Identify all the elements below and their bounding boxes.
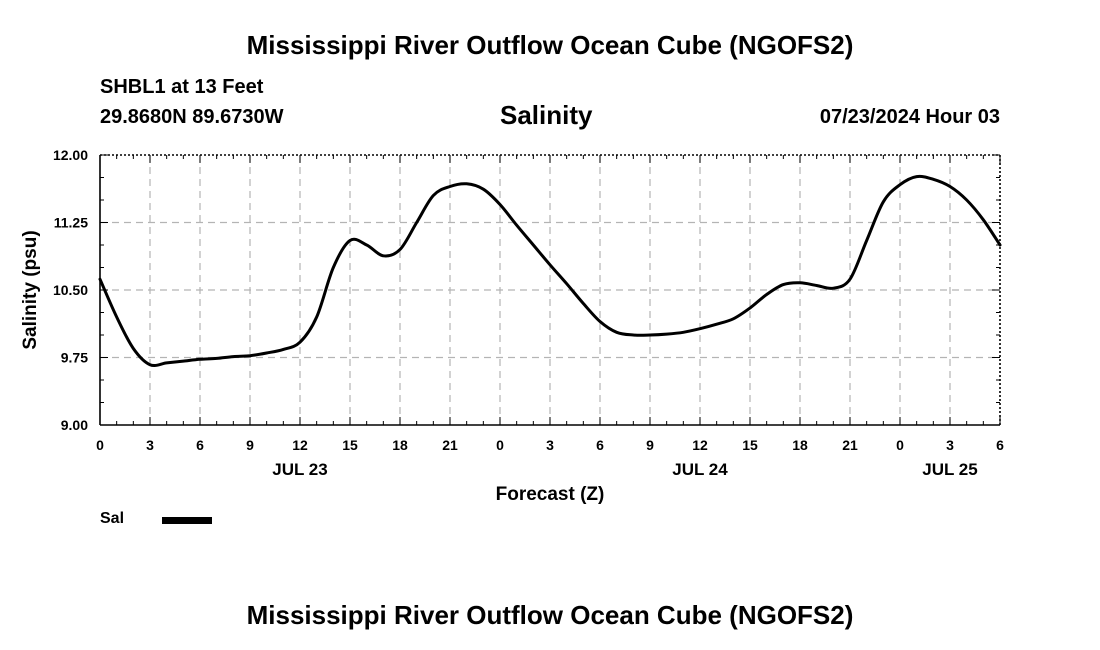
x-tick-label: 15	[342, 437, 358, 453]
day-label: JUL 23	[272, 460, 327, 479]
chart-labels: 0 3 6 9 12 15 18 21 0 3 6 9 12 15 18 21 0 3 6 9.00 9.75 10.50…	[20, 147, 1004, 505]
day-label: JUL 25	[922, 460, 977, 479]
coordinates-label: 29.8680N 89.6730W	[100, 106, 284, 128]
legend-swatch	[162, 517, 212, 524]
x-tick-label: 18	[792, 437, 808, 453]
x-tick-label: 6	[596, 437, 604, 453]
x-tick-label: 6	[196, 437, 204, 453]
x-tick-label: 12	[692, 437, 708, 453]
y-tick-label: 9.00	[61, 417, 88, 433]
x-tick-label: 12	[292, 437, 308, 453]
y-tick-label: 11.25	[54, 215, 88, 231]
day-label: JUL 24	[672, 460, 728, 479]
x-tick-label: 0	[896, 437, 904, 453]
station-label: SHBL1 at 13 Feet	[100, 76, 264, 98]
series-line-sal	[98, 174, 1002, 368]
x-tick-label: 0	[496, 437, 504, 453]
x-tick-label: 3	[546, 437, 554, 453]
y-tick-label: 12.00	[53, 147, 88, 163]
y-tick-label: 9.75	[61, 350, 88, 366]
chart-series	[98, 174, 1002, 368]
x-tick-label: 9	[246, 437, 254, 453]
x-axis-title: Forecast (Z)	[496, 484, 605, 505]
x-tick-label: 3	[946, 437, 954, 453]
footer-title: Mississippi River Outflow Ocean Cube (NG…	[246, 600, 854, 630]
legend-label: Sal	[100, 510, 125, 527]
x-tick-label: 0	[96, 437, 104, 453]
chart-axes	[99, 154, 1001, 426]
x-tick-label: 18	[392, 437, 408, 453]
chart-grid	[100, 155, 1000, 425]
y-tick-label: 10.50	[53, 282, 88, 298]
y-axis-title: Salinity (psu)	[20, 230, 41, 349]
variable-title: Salinity	[500, 100, 593, 130]
x-tick-label: 15	[742, 437, 758, 453]
x-tick-label: 6	[996, 437, 1004, 453]
x-tick-label: 9	[646, 437, 654, 453]
x-tick-label: 21	[442, 437, 458, 453]
x-tick-label: 21	[842, 437, 858, 453]
forecast-date-label: 07/23/2024 Hour 03	[819, 106, 1000, 128]
page-title: Mississippi River Outflow Ocean Cube (NG…	[246, 30, 854, 60]
x-tick-label: 3	[146, 437, 154, 453]
